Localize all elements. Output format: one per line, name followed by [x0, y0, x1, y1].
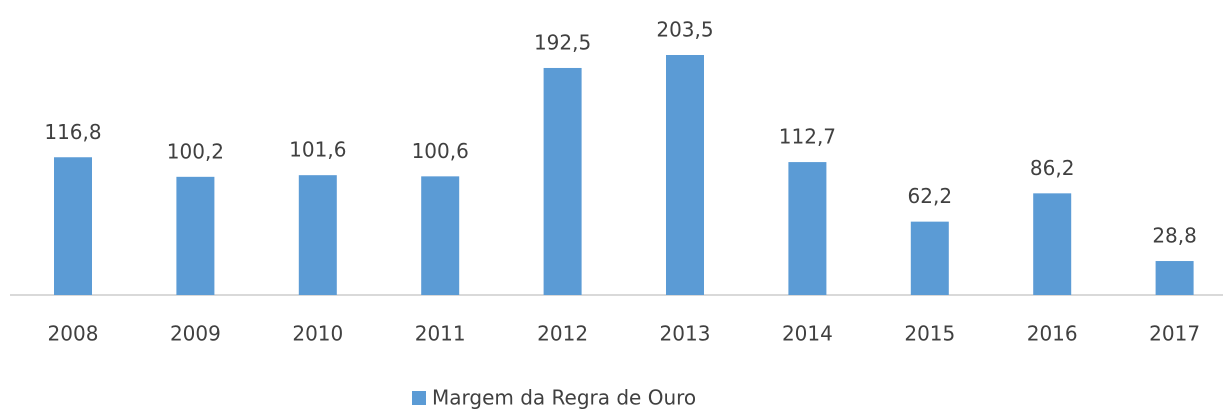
x-tick-label: 2016	[1027, 322, 1078, 346]
x-tick-label: 2012	[537, 322, 588, 346]
bar	[788, 162, 827, 295]
x-tick-label: 2010	[292, 322, 343, 346]
bar	[910, 221, 949, 295]
x-tick-label: 2017	[1149, 322, 1200, 346]
x-tick-label: 2013	[660, 322, 711, 346]
data-label: 116,8	[44, 120, 101, 144]
bar	[421, 176, 460, 295]
data-label: 100,2	[167, 139, 224, 163]
data-label: 28,8	[1152, 224, 1197, 248]
data-label: 112,7	[779, 125, 836, 149]
data-label: 203,5	[656, 18, 713, 42]
bar	[666, 55, 704, 295]
data-label: 62,2	[908, 184, 953, 208]
bar	[298, 175, 337, 295]
x-tick-label: 2011	[415, 322, 466, 346]
x-tick-label: 2014	[782, 322, 833, 346]
bar	[1033, 193, 1072, 295]
x-tick-label: 2015	[904, 322, 955, 346]
data-label: 86,2	[1030, 156, 1075, 180]
data-label: 101,6	[289, 138, 346, 162]
data-label: 100,6	[412, 139, 469, 163]
data-label: 192,5	[534, 30, 591, 54]
legend-label: Margem da Regra de Ouro	[432, 386, 696, 409]
x-tick-label: 2009	[170, 322, 221, 346]
bar	[543, 67, 582, 295]
bar	[1155, 261, 1194, 295]
legend-swatch	[412, 391, 426, 405]
bar	[176, 176, 215, 295]
x-tick-label: 2008	[48, 322, 99, 346]
bar	[54, 157, 92, 295]
